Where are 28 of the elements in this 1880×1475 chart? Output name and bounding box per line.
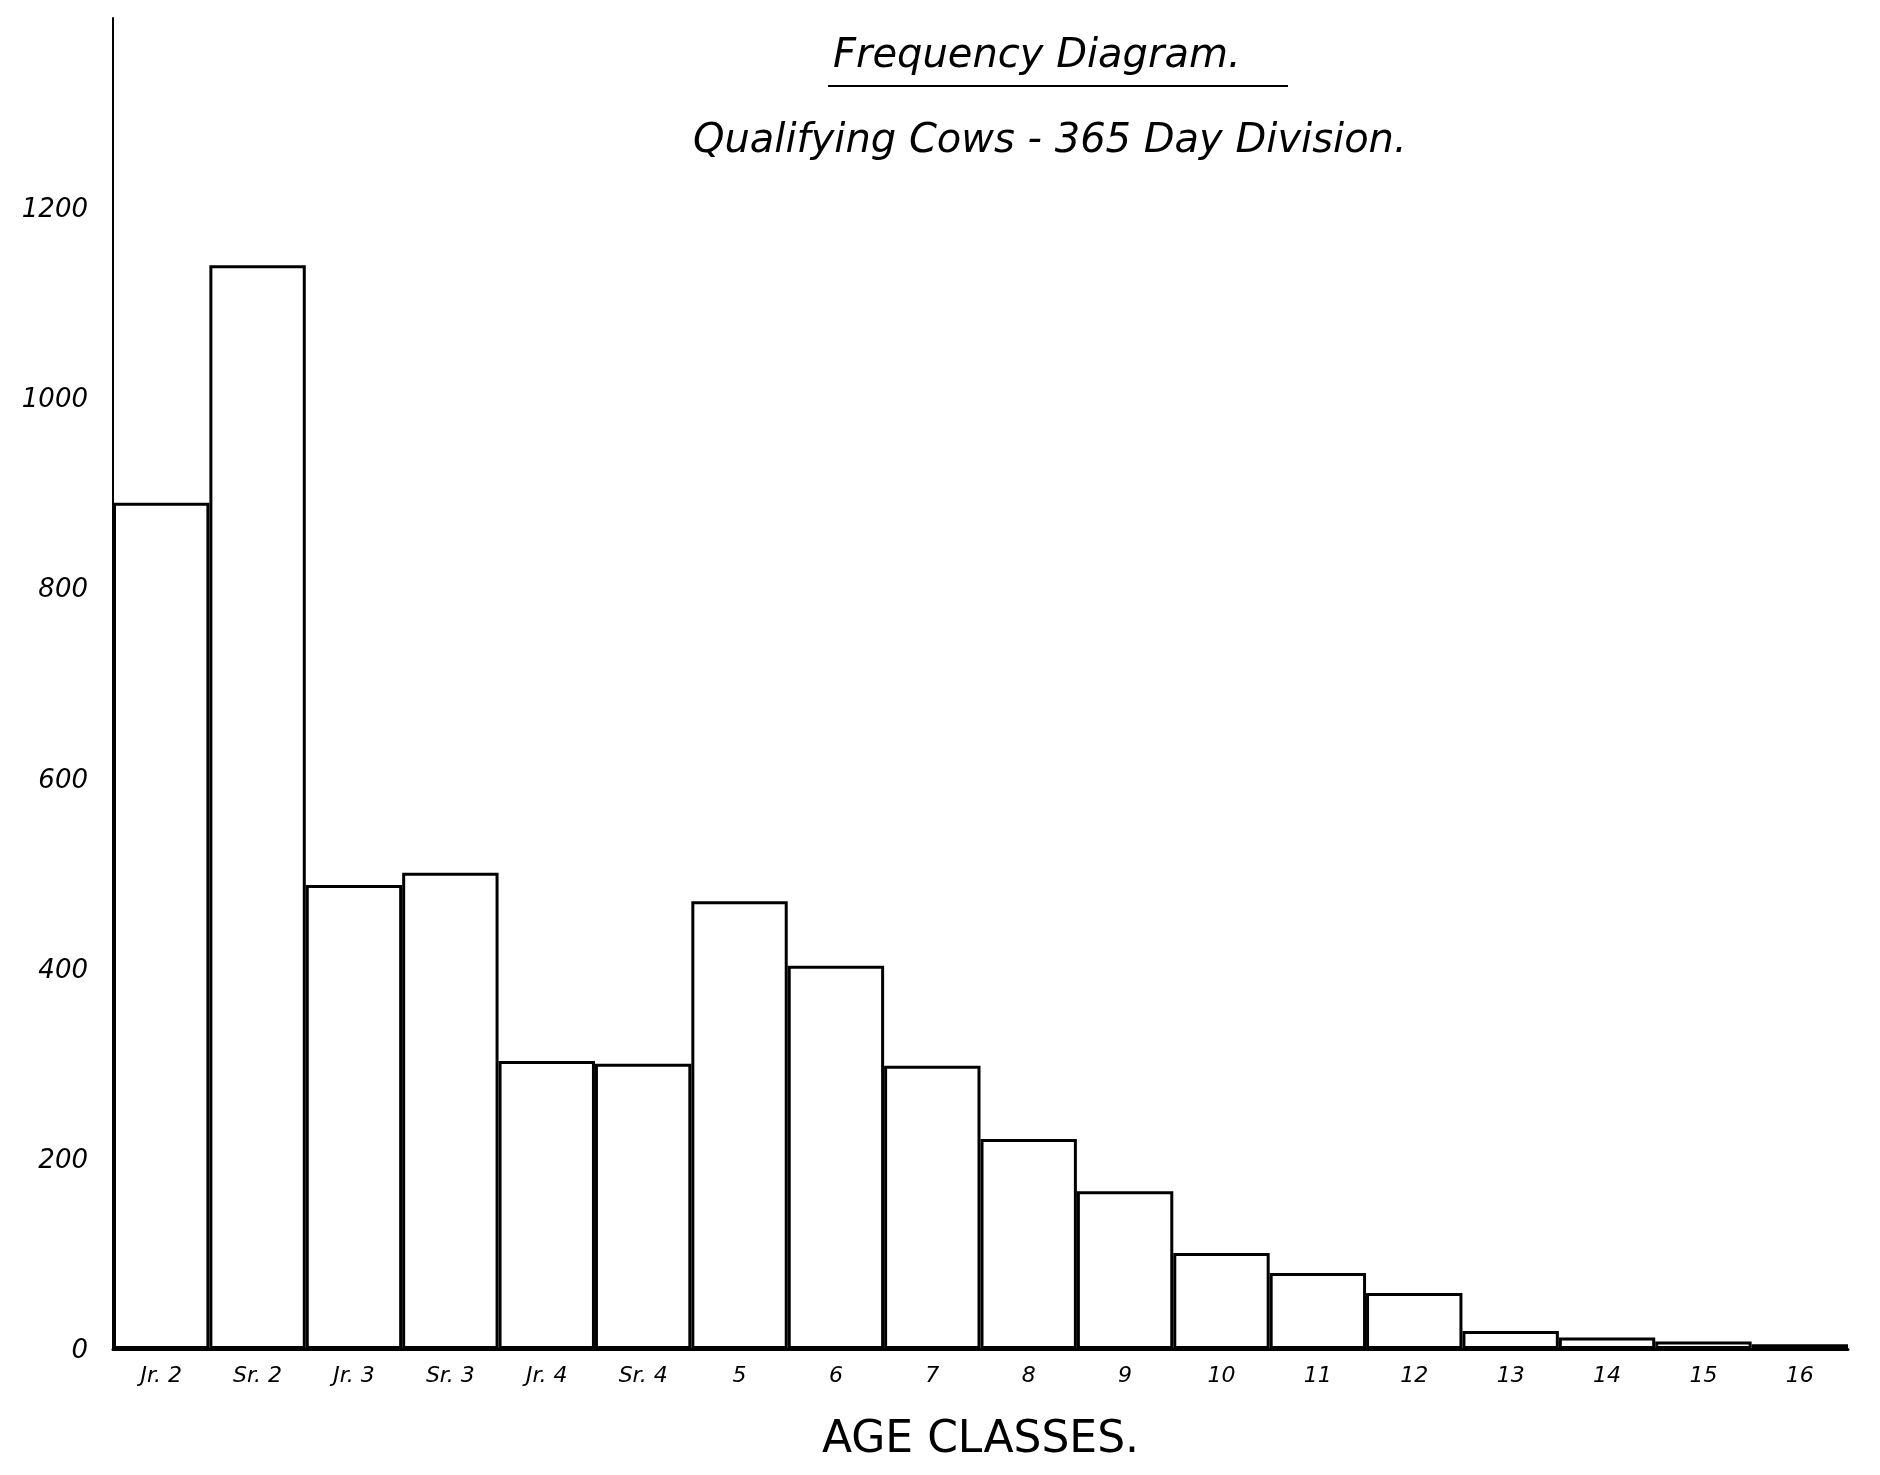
x-tick-label: 6 xyxy=(828,1361,843,1387)
x-tick-label: 7 xyxy=(925,1361,940,1387)
x-tick-label: Sr. 2 xyxy=(233,1361,283,1387)
y-tick-label: 1000 xyxy=(21,383,88,414)
x-tick-label: 9 xyxy=(1118,1361,1133,1387)
x-tick-label: 16 xyxy=(1785,1361,1814,1387)
x-tick-label: Jr. 3 xyxy=(329,1361,375,1387)
x-tick-label: 12 xyxy=(1400,1361,1429,1387)
x-tick-label: 14 xyxy=(1593,1361,1622,1387)
x-tick-label: 11 xyxy=(1303,1361,1332,1387)
x-tick-label: 8 xyxy=(1021,1361,1036,1387)
x-tick-label: Jr. 2 xyxy=(136,1361,182,1387)
chart-title: Frequency Diagram. xyxy=(833,30,1241,76)
x-tick-label: Jr. 4 xyxy=(522,1361,568,1387)
x-tick-label: 13 xyxy=(1496,1361,1525,1387)
y-tick-label: 400 xyxy=(38,953,88,984)
y-tick-label: 1200 xyxy=(21,193,88,224)
text: Qualifying Cows - 365 Day Division. xyxy=(693,115,1407,161)
y-tick-label: 600 xyxy=(38,763,88,794)
y-tick-label: 200 xyxy=(38,1143,88,1174)
x-tick-label: 15 xyxy=(1689,1361,1718,1387)
x-tick-label: 5 xyxy=(732,1361,747,1387)
x-tick-label: Sr. 4 xyxy=(618,1361,668,1387)
x-tick-label: 10 xyxy=(1207,1361,1236,1387)
x-axis-title: AGE CLASSES. xyxy=(821,1410,1140,1462)
y-tick-label: 0 xyxy=(71,1334,88,1364)
x-tick-label: Sr. 3 xyxy=(425,1361,475,1387)
y-tick-label: 800 xyxy=(38,573,88,604)
